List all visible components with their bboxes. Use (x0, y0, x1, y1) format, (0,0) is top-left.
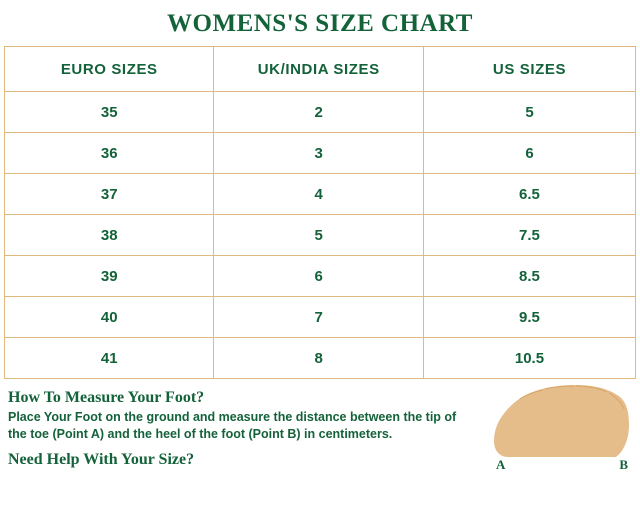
cell-us: 7.5 (422, 214, 637, 256)
cell-euro: 39 (3, 255, 215, 297)
cell-us: 5 (422, 91, 637, 133)
measure-instructions: Place Your Foot on the ground and measur… (8, 410, 457, 441)
cell-euro: 40 (3, 296, 215, 338)
cell-euro: 36 (3, 132, 215, 174)
cell-uk-india: 2 (213, 91, 424, 133)
cell-us: 8.5 (422, 255, 637, 297)
table-header-row: EURO SIZES UK/INDIA SIZES US SIZES (3, 46, 637, 92)
cell-euro: 35 (3, 91, 215, 133)
table-row: 38 5 7.5 (3, 214, 637, 256)
cell-us: 9.5 (422, 296, 637, 338)
column-header-euro: EURO SIZES (3, 46, 215, 92)
table-row: 40 7 9.5 (3, 296, 637, 338)
cell-uk-india: 3 (213, 132, 424, 174)
table-row: 37 4 6.5 (3, 173, 637, 215)
column-header-us: US SIZES (422, 46, 637, 92)
cell-euro: 38 (3, 214, 215, 256)
table-row: 41 8 10.5 (3, 337, 637, 379)
table-row: 39 6 8.5 (3, 255, 637, 297)
table-row: 36 3 6 (3, 132, 637, 174)
measure-heading: How To Measure Your Foot? (8, 389, 205, 406)
cell-us: 6 (422, 132, 637, 174)
column-header-uk-india: UK/INDIA SIZES (213, 46, 424, 92)
help-heading: Need Help With Your Size? (8, 451, 195, 468)
size-chart-table: EURO SIZES UK/INDIA SIZES US SIZES 35 2 … (3, 46, 637, 379)
cell-us: 10.5 (422, 337, 637, 379)
cell-uk-india: 7 (213, 296, 424, 338)
point-a-label: A (496, 457, 506, 472)
cell-uk-india: 8 (213, 337, 424, 379)
cell-euro: 41 (3, 337, 215, 379)
table-header: EURO SIZES UK/INDIA SIZES US SIZES (3, 46, 637, 92)
foot-diagram-labels: A B (490, 457, 630, 473)
measurement-section: How To Measure Your Foot? Place Your Foo… (4, 379, 636, 472)
foot-outline-icon (494, 385, 629, 457)
table-body: 35 2 5 36 3 6 37 4 6.5 38 5 7.5 39 6 (3, 91, 637, 379)
cell-uk-india: 6 (213, 255, 424, 297)
cell-uk-india: 5 (213, 214, 424, 256)
page-title: WOMENS'S SIZE CHART (167, 10, 473, 37)
cell-euro: 37 (3, 173, 215, 215)
foot-diagram: A B (490, 383, 630, 473)
table-row: 35 2 5 (3, 91, 637, 133)
cell-us: 6.5 (422, 173, 637, 215)
cell-uk-india: 4 (213, 173, 424, 215)
point-b-label: B (619, 457, 628, 472)
